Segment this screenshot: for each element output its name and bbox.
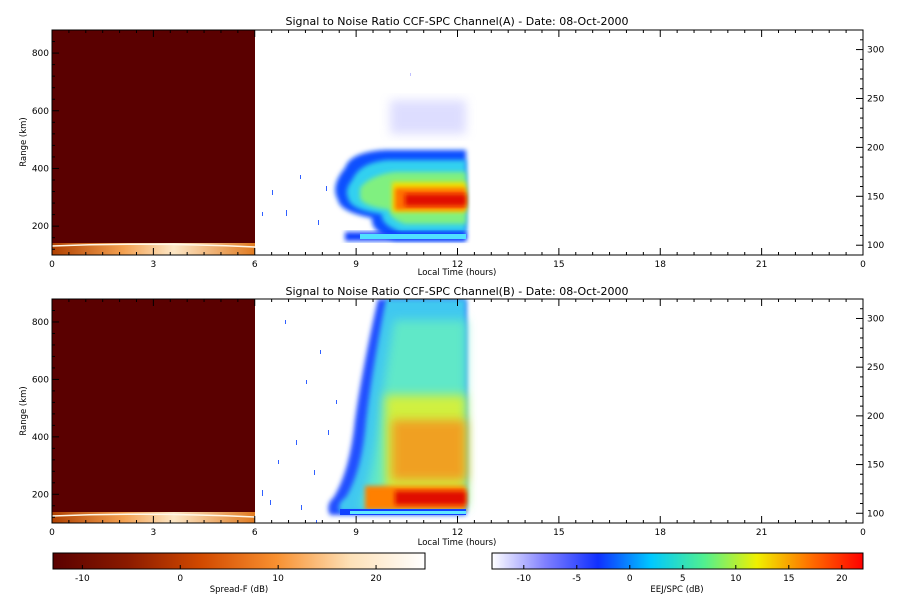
panel-a-ytick-label: 800	[32, 49, 49, 59]
panel-b-ytick-label: 800	[32, 318, 49, 328]
panel-b-axes: 0 3 6 9 12 15 18 21 0 200 400 600 800 100 150 200 250 300	[32, 298, 884, 538]
eej-blobs-b	[328, 299, 466, 515]
eej-blobs-a	[335, 100, 466, 241]
spread-f-band-edge-b	[52, 513, 256, 518]
colorbar-eej-label: EEJ/SPC (dB)	[650, 585, 703, 595]
spread-f-block-b	[52, 299, 255, 523]
panel-a-xtick-label: 9	[353, 260, 359, 270]
colorbar-eej-ticks: -10 -5 0 5 10 15 20	[516, 565, 848, 584]
colorbar-tick-label: 15	[783, 574, 794, 584]
panel-b-y2tick-label: 150	[867, 461, 884, 471]
panel-a-y2tick-label: 200	[867, 143, 884, 153]
eej-specks-a	[262, 73, 411, 225]
colorbar-tick-label: 10	[730, 574, 742, 584]
colorbar-tick-label: -10	[75, 574, 90, 584]
panel-b-xtick-label: 21	[756, 528, 767, 538]
panel-b-y2tick-label: 100	[867, 509, 884, 519]
colorbar-eej-bar	[491, 552, 864, 570]
colorbar-tick-label: 20	[370, 574, 382, 584]
panel-a-title: Signal to Noise Ratio CCF-SPC Channel(A)…	[285, 15, 628, 28]
colorbar-tick-label: 5	[680, 574, 686, 584]
panel-b: Signal to Noise Ratio CCF-SPC Channel(B)…	[19, 285, 884, 548]
colorbar-tick-label: 0	[627, 574, 633, 584]
panel-a-xtick-label: 21	[756, 260, 767, 270]
colorbar-spread-f: -10 0 10 20 Spread-F (dB)	[52, 552, 426, 595]
panel-b-xlabel: Local Time (hours)	[418, 538, 497, 548]
colorbar-tick-label: -5	[572, 574, 581, 584]
panel-b-ytick-label: 200	[32, 490, 49, 500]
panel-a-xtick-label: 3	[151, 260, 157, 270]
panel-a-xtick-label: 18	[655, 260, 667, 270]
colorbar-tick-label: 10	[272, 574, 284, 584]
panel-b-title: Signal to Noise Ratio CCF-SPC Channel(B)…	[285, 285, 628, 298]
panel-a-ylabel: Range (km)	[19, 117, 29, 166]
panel-a-ytick-label: 200	[32, 222, 49, 232]
panel-a-xtick-label: 0	[860, 260, 866, 270]
panel-a-y2tick-label: 250	[867, 94, 884, 104]
panel-b-xtick-label: 0	[860, 528, 866, 538]
colorbar-spread-f-bar	[52, 552, 426, 570]
panel-a-y2tick-label: 150	[867, 192, 884, 202]
panel-b-plot-area	[52, 299, 466, 523]
colorbar-tick-label: 0	[177, 574, 183, 584]
colorbar-spread-f-ticks: -10 0 10 20	[75, 565, 382, 584]
panel-b-xtick-label: 0	[49, 528, 55, 538]
panel-b-xtick-label: 12	[452, 528, 463, 538]
panel-a-xtick-label: 0	[49, 260, 55, 270]
panel-a-ytick-label: 600	[32, 107, 49, 117]
panel-a-xtick-label: 15	[553, 260, 564, 270]
panel-b-y2tick-label: 200	[867, 412, 884, 422]
colorbar-spread-f-label: Spread-F (dB)	[210, 585, 268, 595]
panel-b-y2tick-label: 250	[867, 363, 884, 373]
panel-b-y2tick-label: 300	[867, 314, 884, 324]
panel-b-xtick-label: 18	[655, 528, 667, 538]
panel-a-y2tick-label: 100	[867, 241, 884, 251]
colorbar-tick-label: -10	[516, 574, 531, 584]
panel-a-y2tick-label: 300	[867, 46, 884, 56]
panel-b-xtick-label: 15	[553, 528, 564, 538]
panel-b-xtick-label: 3	[151, 528, 157, 538]
panel-a-xtick-label: 6	[252, 260, 258, 270]
panel-a-axes: 0 3 6 9 12 15 18 21 0 200 400 600 800 100 150 200 250 300	[32, 29, 884, 270]
panel-b-ylabel: Range (km)	[19, 386, 29, 435]
panel-b-ytick-label: 400	[32, 433, 49, 443]
panel-a-plot-area	[52, 30, 466, 255]
panel-b-xtick-label: 9	[353, 528, 359, 538]
panel-a: Signal to Noise Ratio CCF-SPC Channel(A)…	[19, 15, 884, 278]
spread-f-block-a	[52, 30, 255, 255]
panel-b-xtick-label: 6	[252, 528, 258, 538]
panel-a-ytick-label: 400	[32, 164, 49, 174]
colorbar-tick-label: 20	[836, 574, 848, 584]
panel-b-ytick-label: 600	[32, 375, 49, 385]
colorbar-eej: -10 -5 0 5 10 15 20 EEJ/SPC (dB)	[491, 552, 864, 595]
panel-a-xtick-label: 12	[452, 260, 463, 270]
panel-a-xlabel: Local Time (hours)	[418, 268, 497, 278]
eej-specks-b	[262, 320, 337, 523]
spread-f-band-edge-a	[52, 243, 256, 248]
